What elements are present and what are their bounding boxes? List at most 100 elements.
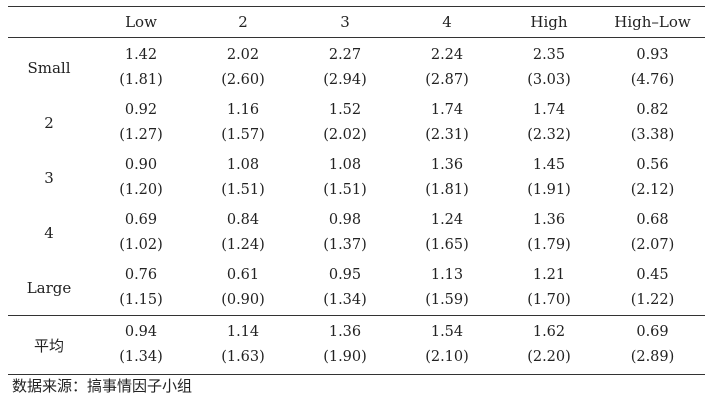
return-value: 0.56: [636, 156, 669, 173]
return-value: 0.84: [226, 211, 260, 228]
return-value: 0.69: [636, 324, 669, 340]
row-label: 4: [44, 223, 54, 242]
table-cell: 1.16 (1.57): [192, 95, 294, 150]
return-value: 1.36: [430, 156, 464, 173]
t-statistic: (2.02): [323, 126, 367, 143]
table-cell: 1.74 (2.32): [498, 95, 600, 150]
table-cell: 1.42 (1.81): [90, 38, 192, 96]
t-statistic: (1.59): [425, 291, 469, 308]
return-value: 1.52: [328, 101, 362, 118]
t-statistic: (1.81): [119, 71, 163, 88]
row-label: Small: [27, 58, 71, 77]
table-cell: 1.54 (2.10): [396, 315, 498, 375]
table-cell: 1.21 (1.70): [498, 260, 600, 316]
return-value: 1.36: [328, 324, 362, 340]
return-value: 1.74: [430, 101, 464, 118]
t-statistic: (0.90): [221, 291, 265, 308]
t-statistic: (1.90): [323, 349, 367, 365]
table-cell: 0.56 (2.12): [600, 150, 705, 205]
return-value: 1.13: [430, 266, 464, 283]
table-cell: 1.36 (1.90): [294, 315, 396, 375]
return-value: 0.82: [636, 101, 669, 118]
t-statistic: (1.51): [221, 181, 265, 198]
t-statistic: (1.65): [425, 236, 469, 253]
table-cell: 1.08 (1.51): [192, 150, 294, 205]
row-label: 平均: [8, 315, 90, 375]
t-statistic: (1.34): [323, 291, 367, 308]
t-statistic: (2.31): [425, 126, 469, 143]
t-statistic: (2.20): [527, 349, 571, 365]
table-cell: 0.98 (1.37): [294, 205, 396, 260]
t-statistic: (1.51): [323, 181, 367, 198]
table-cell: 1.36 (1.79): [498, 205, 600, 260]
table-cell: 0.68 (2.07): [600, 205, 705, 260]
t-statistic: (1.24): [221, 236, 265, 253]
t-statistic: (1.81): [425, 181, 469, 198]
table-cell: 0.95 (1.34): [294, 260, 396, 316]
return-value: 0.76: [124, 266, 158, 283]
t-statistic: (1.02): [119, 236, 163, 253]
return-value: 2.27: [328, 46, 362, 63]
t-statistic: (2.12): [630, 181, 675, 198]
t-statistic: (2.60): [221, 71, 265, 88]
t-statistic: (1.57): [221, 126, 265, 143]
table-cell: 1.24 (1.65): [396, 205, 498, 260]
return-value: 0.45: [636, 266, 669, 283]
t-statistic: (1.22): [630, 291, 675, 308]
row-label: 2: [44, 113, 54, 132]
table-cell: 0.76 (1.15): [90, 260, 192, 316]
t-statistic: (1.34): [119, 349, 163, 365]
header-row: Low 2 3 4 High High–Low: [8, 6, 705, 38]
table-cell: 1.13 (1.59): [396, 260, 498, 316]
t-statistic: (4.76): [630, 71, 675, 88]
table-cell: 2.02 (2.60): [192, 38, 294, 96]
table-row: 4 0.69 (1.02) 0.84 (1.24) 0.98 (1.37) 1.24 (1.65…: [8, 205, 705, 260]
return-value: 0.98: [328, 211, 362, 228]
table-cell: 1.36 (1.81): [396, 150, 498, 205]
return-value: 1.14: [226, 324, 260, 340]
table-row: Large 0.76 (1.15) 0.61 (0.90) 0.95 (1.34) 1.13 (…: [8, 260, 705, 316]
t-statistic: (1.20): [119, 181, 163, 198]
return-value: 2.02: [226, 46, 260, 63]
return-value: 0.61: [226, 266, 260, 283]
t-statistic: (2.89): [630, 349, 675, 365]
t-statistic: (1.79): [527, 236, 571, 253]
t-statistic: (2.07): [630, 236, 675, 253]
table-cell: 1.52 (2.02): [294, 95, 396, 150]
table-cell: 0.93 (4.76): [600, 38, 705, 96]
row-label: Large: [26, 278, 72, 297]
table-cell: 0.92 (1.27): [90, 95, 192, 150]
table-cell: 2.27 (2.94): [294, 38, 396, 96]
return-value: 1.74: [532, 101, 566, 118]
return-value: 1.08: [226, 156, 260, 173]
table-row: 3 0.90 (1.20) 1.08 (1.51) 1.08 (1.51) 1.36 (1.81…: [8, 150, 705, 205]
t-statistic: (2.32): [527, 126, 571, 143]
return-value: 1.36: [532, 211, 566, 228]
t-statistic: (1.70): [527, 291, 571, 308]
return-value: 0.92: [124, 101, 158, 118]
table-cell: 1.74 (2.31): [396, 95, 498, 150]
t-statistic: (1.91): [527, 181, 571, 198]
table-cell: 2.35 (3.03): [498, 38, 600, 96]
t-statistic: (1.27): [119, 126, 163, 143]
header-corner: [8, 6, 90, 38]
return-value: 1.21: [532, 266, 566, 283]
table-cell: 0.82 (3.38): [600, 95, 705, 150]
return-value: 1.62: [532, 324, 566, 340]
table-cell: 0.90 (1.20): [90, 150, 192, 205]
return-value: 0.94: [124, 324, 158, 340]
return-value: 0.90: [124, 156, 158, 173]
t-statistic: (3.03): [527, 71, 571, 88]
t-statistic: (2.94): [323, 71, 367, 88]
t-statistic: (2.10): [425, 349, 469, 365]
return-value: 0.95: [328, 266, 362, 283]
t-statistic: (1.37): [323, 236, 367, 253]
header-low: Low: [90, 6, 192, 38]
return-value: 1.45: [532, 156, 566, 173]
header-3: 3: [294, 6, 396, 38]
return-value: 1.24: [430, 211, 464, 228]
table-cell: 0.84 (1.24): [192, 205, 294, 260]
table-row: 2 0.92 (1.27) 1.16 (1.57) 1.52 (2.02) 1.74 (2.31…: [8, 95, 705, 150]
table-cell: 0.94 (1.34): [90, 315, 192, 375]
header-2: 2: [192, 6, 294, 38]
